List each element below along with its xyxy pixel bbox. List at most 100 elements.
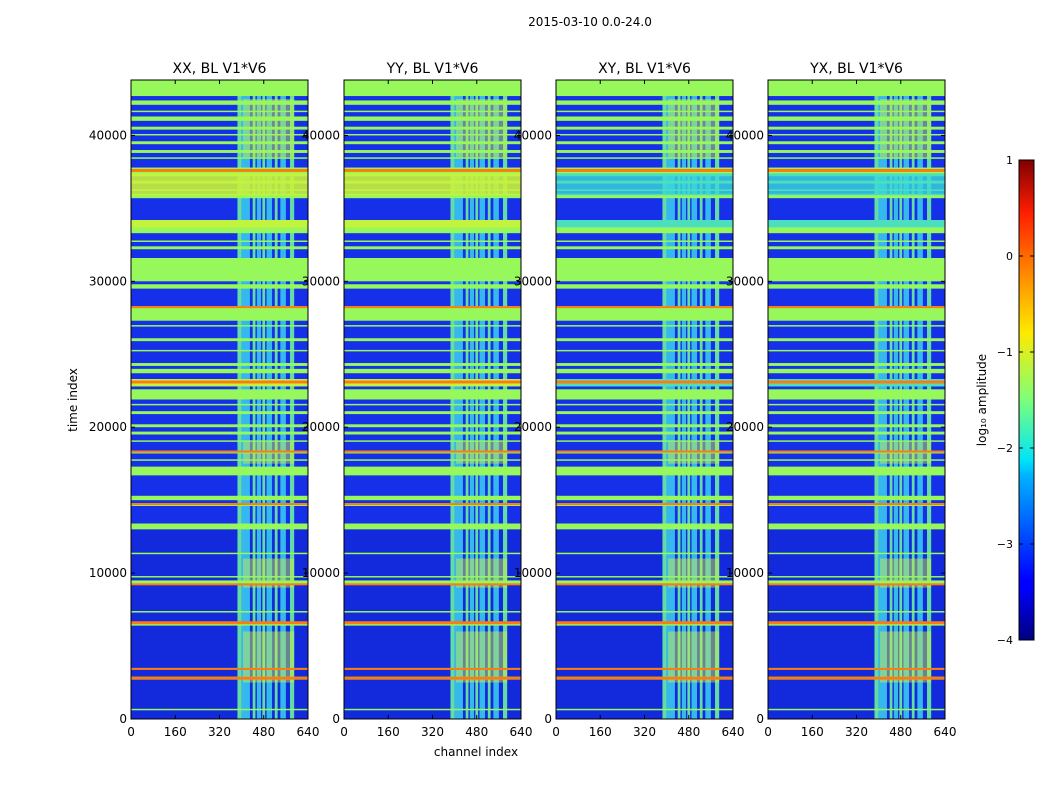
hot-row — [768, 667, 945, 670]
hot-row — [556, 621, 733, 625]
flagged-row — [556, 495, 733, 501]
flagged-row — [131, 495, 308, 501]
y-tick-label: 40000 — [726, 128, 764, 142]
hot-row — [344, 168, 521, 172]
y-tick-label: 0 — [119, 712, 127, 726]
hot-row — [768, 503, 945, 506]
x-tick-label: 480 — [889, 725, 912, 739]
flagged-row — [556, 246, 733, 250]
flagged-row — [556, 431, 733, 435]
flagged-row — [131, 246, 308, 250]
flagged-row — [131, 403, 308, 406]
flagged-row — [344, 580, 521, 585]
colorbar-tick-label: −2 — [997, 442, 1013, 455]
flagged-row — [556, 611, 733, 613]
flagged-row — [768, 622, 945, 626]
bright-band — [131, 220, 308, 228]
flagged-row — [131, 325, 308, 327]
y-tick-label: 30000 — [726, 274, 764, 288]
x-tick-label: 320 — [633, 725, 656, 739]
x-tick-label: 0 — [764, 725, 772, 739]
flagged-row — [556, 622, 733, 626]
y-tick-label: 20000 — [302, 420, 340, 434]
flagged-row — [768, 246, 945, 250]
x-tick-label: 320 — [208, 725, 231, 739]
panel-xy: XY, BL V1*V6 0 160 320 480 640 0 10000 20000 3000… — [514, 61, 745, 739]
hot-row — [768, 583, 945, 586]
colorbar-tick-label: 0 — [1006, 250, 1013, 263]
flagged-row — [768, 116, 945, 121]
y-tick-label: 30000 — [514, 274, 552, 288]
flagged-row — [556, 193, 733, 199]
y-tick-label: 30000 — [302, 274, 340, 288]
flagged-row — [768, 580, 945, 585]
hot-row — [131, 380, 308, 384]
hot-row — [768, 676, 945, 680]
x-tick-label: 320 — [845, 725, 868, 739]
flagged-row — [768, 80, 945, 97]
flagged-row — [768, 284, 945, 289]
colorbar-tick-label: −1 — [997, 346, 1013, 359]
hot-row — [131, 583, 308, 586]
flagged-row — [556, 284, 733, 289]
flagged-row — [344, 246, 521, 250]
x-tick-label: 160 — [801, 725, 824, 739]
flagged-row — [556, 403, 733, 406]
flagged-row — [131, 552, 308, 555]
flagged-row — [344, 403, 521, 406]
x-tick-label: 640 — [934, 725, 957, 739]
bright-band — [344, 173, 521, 196]
flagged-row — [768, 126, 945, 130]
flagged-row — [344, 495, 521, 501]
flagged-row — [131, 110, 308, 113]
hot-row — [768, 306, 945, 309]
hot-row — [556, 306, 733, 309]
x-tick-label: 640 — [722, 725, 745, 739]
hot-row — [131, 503, 308, 506]
flagged-row — [768, 133, 945, 136]
flagged-row — [344, 622, 521, 626]
rfi-hotspot — [456, 631, 508, 683]
flagged-row — [131, 100, 308, 105]
flagged-row — [131, 576, 308, 578]
flagged-row — [768, 363, 945, 366]
hot-row — [556, 450, 733, 453]
flagged-row — [768, 523, 945, 530]
flagged-row — [768, 325, 945, 327]
hot-row — [131, 168, 308, 172]
flagged-row — [768, 708, 945, 711]
flagged-row — [556, 126, 733, 130]
flagged-row — [768, 240, 945, 242]
flagged-row — [344, 459, 521, 461]
flagged-row — [344, 389, 521, 400]
flagged-row — [131, 459, 308, 461]
flagged-row — [344, 424, 521, 428]
flagged-row — [344, 466, 521, 476]
flagged-row — [344, 150, 521, 153]
flagged-row — [556, 306, 733, 321]
flagged-row — [344, 110, 521, 113]
colorbar-tick-label: −3 — [997, 538, 1013, 551]
hot-row — [344, 583, 521, 586]
y-tick-label: 0 — [332, 712, 340, 726]
hot-row — [344, 621, 521, 625]
bright-band — [556, 173, 733, 196]
panel-yy: YY, BL V1*V6 0 160 320 480 640 0 10000 20000 3000… — [302, 61, 533, 739]
y-tick-label: 40000 — [302, 128, 340, 142]
x-tick-label: 640 — [297, 725, 320, 739]
panel-xx: XX, BL V1*V6 0 160 320 480 640 0 10000 20000 3000… — [89, 61, 320, 739]
hot-row — [344, 306, 521, 309]
flagged-row — [768, 306, 945, 321]
flagged-row — [556, 80, 733, 97]
hot-row — [556, 168, 733, 172]
flagged-row — [131, 622, 308, 626]
flagged-row — [131, 368, 308, 374]
flagged-row — [344, 141, 521, 145]
flagged-row — [556, 552, 733, 555]
hot-row — [344, 503, 521, 506]
colorbar-ticks: 1 0 −1 −2 −3 −4 — [997, 154, 1034, 647]
flagged-row — [131, 523, 308, 530]
flagged-row — [768, 552, 945, 555]
flagged-row — [768, 338, 945, 342]
hot-row — [768, 168, 945, 172]
